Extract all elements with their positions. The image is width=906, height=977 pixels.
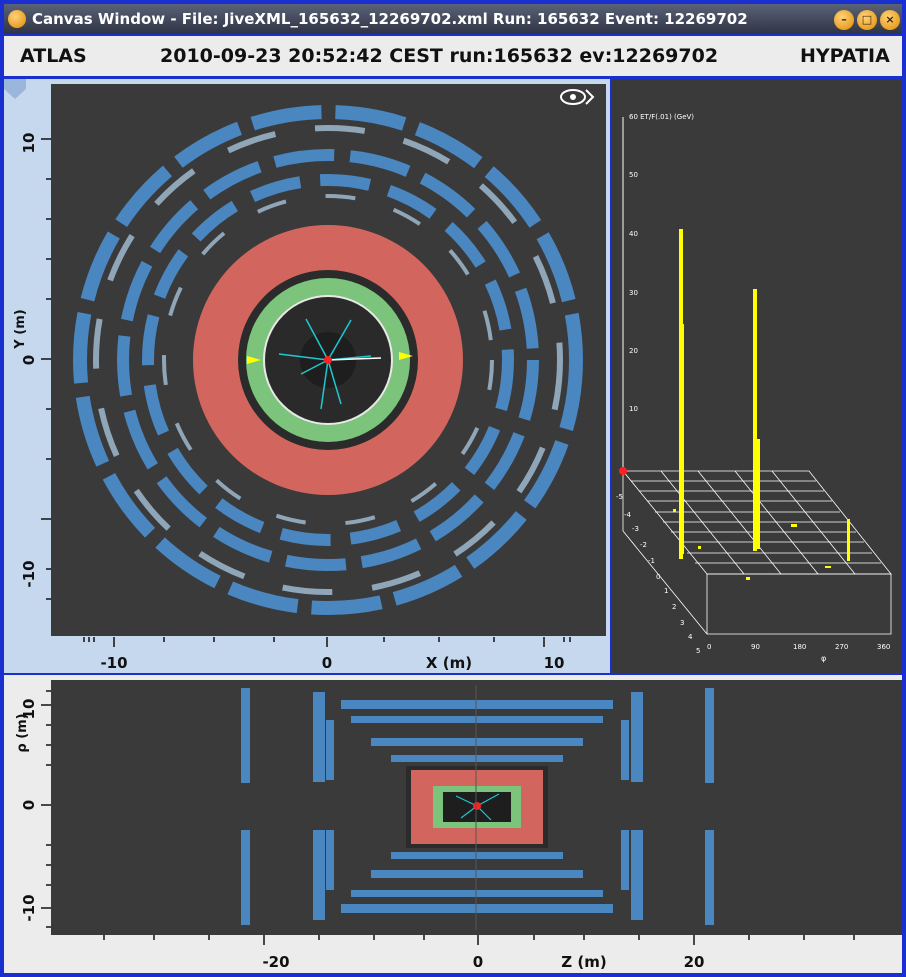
x-tick-label: -10 [100, 654, 127, 672]
tracks [278, 318, 372, 410]
app-label: HYPATIA [800, 45, 890, 67]
z-tick-label: 10 [629, 405, 638, 413]
eta-phi-grid [622, 470, 892, 635]
xy-detector-drawing [73, 89, 595, 615]
eta-tick-label: -1 [648, 557, 655, 565]
eta-tick-label: -4 [624, 511, 632, 519]
phi-tick-label: 360 [877, 643, 890, 651]
x-axis-ticks [83, 637, 571, 647]
rz-detector-drawing [241, 685, 714, 930]
vertex-marker [324, 356, 332, 364]
collapse-icon[interactable] [4, 79, 26, 99]
eta-tick-label: 0 [656, 573, 660, 581]
y-axis-label: ρ (m) [15, 713, 30, 752]
x-axis-ticks [103, 935, 855, 945]
y-axis-label: Y (m) [13, 309, 28, 349]
x-tick-label: 20 [684, 953, 705, 971]
experiment-label: ATLAS [20, 45, 87, 67]
y-tick-label: -10 [20, 894, 38, 921]
xy-view-canvas[interactable] [51, 84, 606, 636]
minimize-button[interactable]: – [834, 10, 854, 30]
y-tick-label: 0 [20, 355, 38, 365]
muon-barrel [341, 700, 613, 913]
x-tick-label: 10 [544, 654, 565, 672]
z-tick-label: 20 [629, 347, 638, 355]
rz-axes: ρ (m) 10 0 -10 -20 0 20 Z (m) [15, 690, 855, 971]
x-tick-label: 0 [322, 654, 332, 672]
window-menu-icon[interactable] [8, 10, 26, 28]
z-tick-label: 50 [629, 171, 638, 179]
xy-axes: Y (m) 10 0 -10 -10 0 10 X (m) [4, 79, 571, 672]
energy-arrow [399, 352, 413, 360]
eta-tick-label: 2 [672, 603, 676, 611]
x-tick-label: -20 [262, 953, 289, 971]
y-axis-ticks [41, 138, 51, 600]
eta-tick-label: 1 [664, 587, 668, 595]
eta-tick-label: -2 [640, 541, 647, 549]
phi-tick-label: 90 [751, 643, 760, 651]
missing-et-line [327, 357, 382, 361]
rz-view-canvas[interactable] [51, 680, 902, 935]
vertex-marker [473, 802, 481, 810]
phi-tick-label: 270 [835, 643, 848, 651]
window-title: Canvas Window - File: JiveXML_165632_122… [32, 10, 748, 28]
phi-axis-label: φ [821, 654, 826, 663]
y-tick-label: -10 [20, 560, 38, 587]
close-button[interactable]: × [880, 10, 900, 30]
muon-endcaps [241, 688, 714, 925]
x-axis-label: X (m) [426, 654, 472, 672]
y-tick-label: 10 [20, 699, 38, 720]
lego-plot: 60 ET/F(.01) (GeV) 50 40 30 20 10 [616, 113, 892, 663]
energy-towers [673, 229, 850, 580]
maximize-button[interactable]: □ [857, 10, 877, 30]
z-tick-label: 30 [629, 289, 638, 297]
phi-tick-label: 0 [707, 643, 711, 651]
lego-view-canvas[interactable]: 60 ET/F(.01) (GeV) 50 40 30 20 10 [611, 79, 902, 673]
x-tick-label: 0 [473, 953, 483, 971]
z-tick-label: 40 [629, 230, 638, 238]
muon-chambers-outer [73, 105, 583, 615]
eta-tick-label: -3 [632, 525, 639, 533]
eta-tick-label: -5 [616, 493, 623, 501]
eta-tick-label: 4 [688, 633, 693, 641]
eta-tick-label: 5 [696, 647, 700, 655]
y-tick-label: 0 [20, 800, 38, 810]
y-tick-label: 10 [20, 133, 38, 154]
title-bar[interactable]: Canvas Window - File: JiveXML_165632_122… [4, 4, 902, 34]
z-axis-label: 60 ET/F(.01) (GeV) [629, 113, 694, 121]
eye-fish-icon[interactable] [560, 89, 595, 105]
x-axis-label: Z (m) [561, 953, 606, 971]
eta-tick-label: 3 [680, 619, 684, 627]
origin-marker [619, 467, 627, 475]
phi-tick-label: 180 [793, 643, 806, 651]
y-axis-ticks [41, 690, 51, 928]
event-info: 2010-09-23 20:52:42 CEST run:165632 ev:1… [160, 45, 719, 67]
event-header: ATLAS 2010-09-23 20:52:42 CEST run:16563… [4, 36, 902, 76]
energy-arrow [247, 356, 261, 364]
